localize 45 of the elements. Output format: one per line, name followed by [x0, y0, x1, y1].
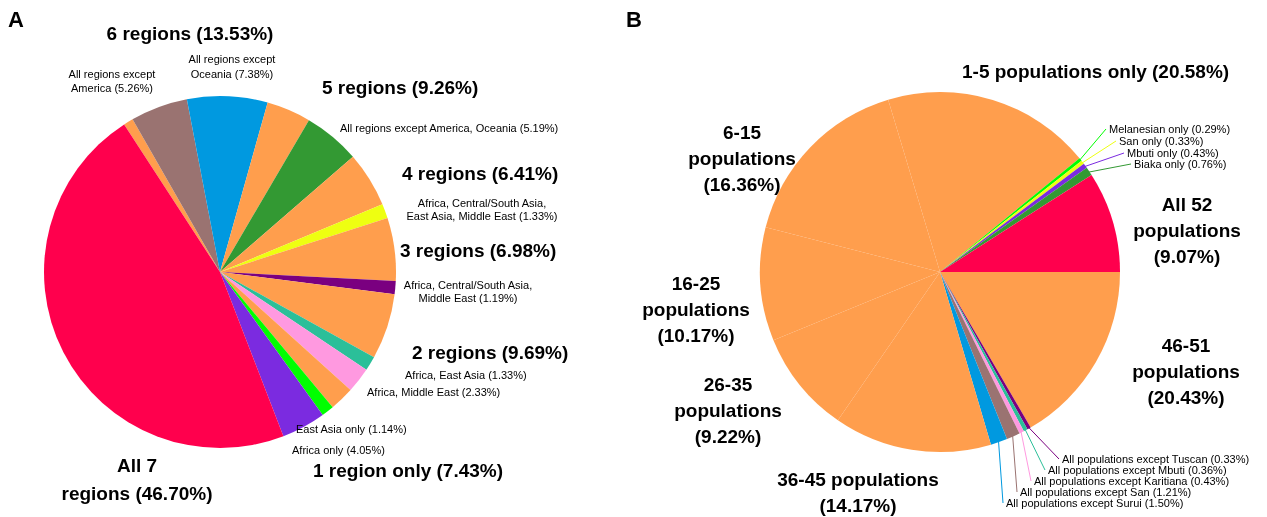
pie-slice	[132, 99, 220, 272]
pie-slice	[220, 120, 353, 272]
pie-slice	[220, 272, 333, 415]
text: 6 regions (13.53%)	[106, 23, 274, 44]
pie-slice	[220, 272, 374, 370]
slice-label: San only (0.33%)	[1119, 135, 1204, 147]
slice-label: Mbuti only (0.43%)	[1127, 147, 1219, 159]
text: 46-51 populations (20.43%)	[1132, 335, 1240, 408]
text: 6-15 populations (16.36%)	[688, 122, 796, 195]
slice-label: All populations except Karitiana (0.43%)	[1034, 475, 1230, 487]
slice-label: East Asia only (1.14%)	[296, 423, 407, 435]
slice-label: All 7 regions (46.70%)	[61, 455, 213, 504]
text: 3 regions (6.98%)	[400, 240, 557, 261]
text: 5 regions (9.26%)	[322, 77, 479, 98]
pie-slice	[186, 96, 268, 272]
slice-label: All regions except Oceania (7.38%)	[188, 53, 276, 80]
chart-title: A	[8, 7, 24, 32]
text: 1 region only (7.43%)	[313, 460, 504, 481]
pie-slice	[940, 272, 1007, 445]
pie-slice	[220, 272, 367, 391]
slice-label: All regions except America, Oceania (5.19%)	[340, 122, 559, 134]
slice-label: Africa, East Asia (1.33%)	[405, 369, 527, 381]
text: 2 regions (9.69%)	[412, 342, 569, 363]
text: 16-25 populations (10.17%)	[642, 273, 750, 346]
slice-label: Africa only (4.05%)	[292, 444, 385, 456]
pie-slice	[124, 119, 220, 272]
pie-slice	[220, 204, 388, 272]
slice-label: All regions except America (5.26%)	[68, 68, 156, 94]
slice-label: Africa, Middle East (2.33%)	[367, 386, 501, 398]
slice-label: All 52 populations (9.07%)	[1133, 194, 1241, 267]
slice-label: All populations except Tuscan (0.33%)	[1062, 453, 1250, 465]
pie-slice	[44, 124, 284, 448]
text: 26-35 populations (9.22%)	[674, 374, 782, 447]
slice-label: All populations except San (1.21%)	[1020, 486, 1192, 498]
slice-label: Biaka only (0.76%)	[1134, 158, 1227, 170]
slice-label: Africa, Central/South Asia, East Asia, Middle East (1.33%)	[406, 197, 558, 222]
slice-label: All populations except Surui (1.50%)	[1006, 497, 1184, 509]
text: 1-5 populations only (20.58%)	[962, 61, 1230, 82]
slice-label: Africa, Central/South Asia, Middle East (1.19%)	[403, 279, 533, 304]
slice-label: Melanesian only (0.29%)	[1109, 123, 1231, 135]
text: 36-45 populations (14.17%)	[777, 469, 939, 516]
slice-label: All populations except Mbuti (0.36%)	[1048, 464, 1227, 476]
chart-title: B	[626, 7, 642, 32]
text: 4 regions (6.41%)	[402, 163, 559, 184]
pie-slice	[940, 174, 1120, 272]
